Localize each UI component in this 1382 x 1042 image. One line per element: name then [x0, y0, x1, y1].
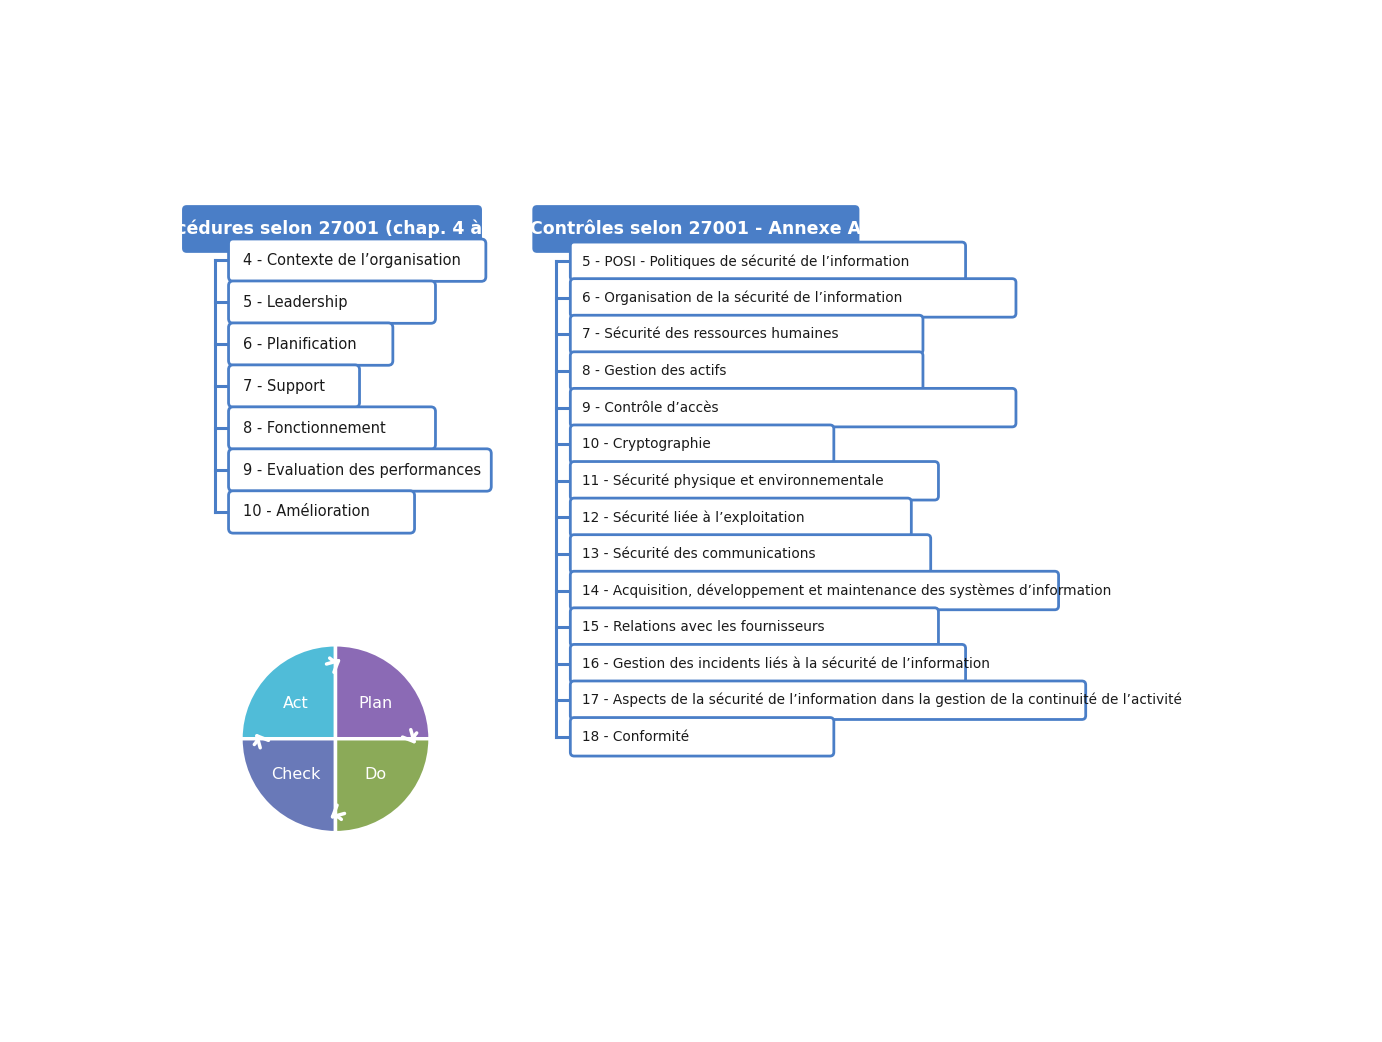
Text: 8 - Gestion des actifs: 8 - Gestion des actifs	[582, 364, 727, 378]
FancyBboxPatch shape	[228, 239, 486, 281]
FancyBboxPatch shape	[228, 406, 435, 449]
Text: Check: Check	[271, 767, 321, 782]
FancyBboxPatch shape	[571, 681, 1086, 719]
Text: 17 - Aspects de la sécurité de l’information dans la gestion de la continuité de: 17 - Aspects de la sécurité de l’informa…	[582, 693, 1182, 708]
Text: 10 - Cryptographie: 10 - Cryptographie	[582, 438, 710, 451]
FancyBboxPatch shape	[571, 607, 938, 646]
Text: 13 - Sécurité des communications: 13 - Sécurité des communications	[582, 547, 815, 561]
FancyBboxPatch shape	[571, 316, 923, 353]
FancyBboxPatch shape	[571, 644, 966, 683]
Text: 5 - POSI - Politiques de sécurité de l’information: 5 - POSI - Politiques de sécurité de l’i…	[582, 254, 909, 269]
Wedge shape	[240, 645, 336, 739]
FancyBboxPatch shape	[571, 352, 923, 391]
Text: 5 - Leadership: 5 - Leadership	[243, 295, 348, 309]
FancyBboxPatch shape	[228, 491, 415, 534]
FancyBboxPatch shape	[571, 571, 1059, 610]
Wedge shape	[336, 645, 430, 739]
FancyBboxPatch shape	[571, 498, 911, 537]
FancyBboxPatch shape	[532, 205, 860, 253]
Text: 4 - Contexte de l’organisation: 4 - Contexte de l’organisation	[243, 252, 462, 268]
Text: 11 - Sécurité physique et environnementale: 11 - Sécurité physique et environnementa…	[582, 473, 883, 488]
FancyBboxPatch shape	[182, 205, 482, 253]
Text: 16 - Gestion des incidents liés à la sécurité de l’information: 16 - Gestion des incidents liés à la séc…	[582, 656, 990, 671]
Text: 6 - Planification: 6 - Planification	[243, 337, 357, 351]
Text: Procédures selon 27001 (chap. 4 à 10): Procédures selon 27001 (chap. 4 à 10)	[144, 220, 521, 239]
Text: Act: Act	[283, 695, 308, 711]
Text: 7 - Support: 7 - Support	[243, 378, 325, 394]
Text: 8 - Fonctionnement: 8 - Fonctionnement	[243, 421, 386, 436]
FancyBboxPatch shape	[571, 278, 1016, 317]
Text: 14 - Acquisition, développement et maintenance des systèmes d’information: 14 - Acquisition, développement et maint…	[582, 584, 1111, 598]
Text: 6 - Organisation de la sécurité de l’information: 6 - Organisation de la sécurité de l’inf…	[582, 291, 902, 305]
FancyBboxPatch shape	[228, 323, 392, 366]
Text: 9 - Evaluation des performances: 9 - Evaluation des performances	[243, 463, 481, 477]
Text: 18 - Conformité: 18 - Conformité	[582, 729, 690, 744]
FancyBboxPatch shape	[228, 449, 491, 491]
FancyBboxPatch shape	[571, 389, 1016, 427]
FancyBboxPatch shape	[571, 425, 833, 464]
FancyBboxPatch shape	[571, 535, 930, 573]
FancyBboxPatch shape	[571, 718, 833, 756]
FancyBboxPatch shape	[228, 281, 435, 323]
Wedge shape	[336, 739, 430, 833]
FancyBboxPatch shape	[228, 365, 359, 407]
Text: 7 - Sécurité des ressources humaines: 7 - Sécurité des ressources humaines	[582, 327, 839, 342]
Text: 15 - Relations avec les fournisseurs: 15 - Relations avec les fournisseurs	[582, 620, 825, 635]
Text: 10 - Amélioration: 10 - Amélioration	[243, 504, 370, 520]
Wedge shape	[240, 739, 336, 833]
Text: 12 - Sécurité liée à l’exploitation: 12 - Sécurité liée à l’exploitation	[582, 511, 804, 524]
FancyBboxPatch shape	[571, 242, 966, 280]
Text: Contrôles selon 27001 - Annexe A: Contrôles selon 27001 - Annexe A	[531, 220, 861, 238]
Text: Do: Do	[363, 767, 387, 782]
FancyBboxPatch shape	[571, 462, 938, 500]
Text: 9 - Contrôle d’accès: 9 - Contrôle d’accès	[582, 400, 719, 415]
Text: Plan: Plan	[358, 695, 392, 711]
